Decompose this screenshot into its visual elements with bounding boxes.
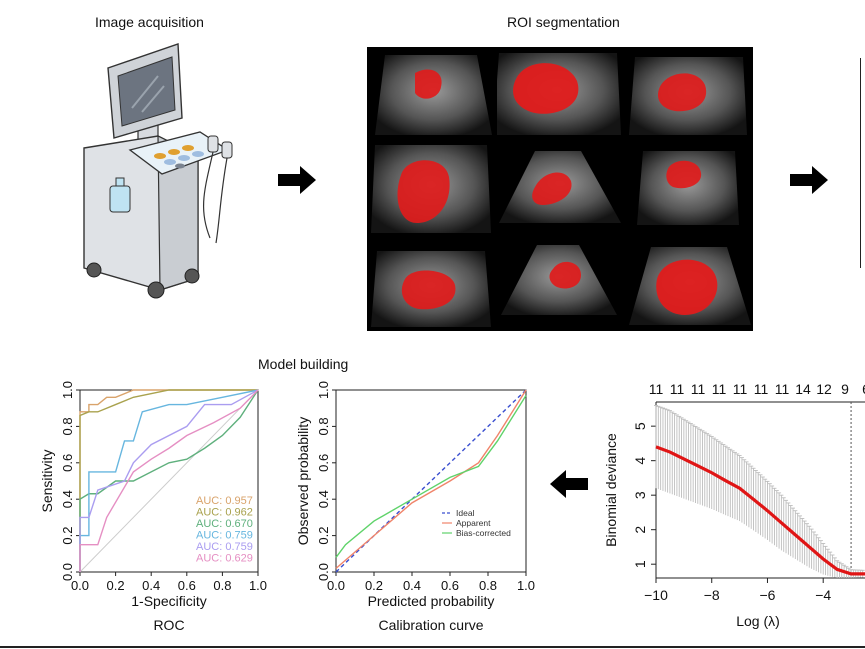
x-tick-label: 0.2 — [365, 578, 383, 593]
ultrasound-machine-icon — [83, 43, 233, 299]
feature-panel-edge — [860, 58, 865, 268]
y-tick-label: 3 — [632, 491, 648, 499]
ultrasound-tile-1 — [375, 55, 492, 135]
y-tick-label: 1.0 — [60, 381, 75, 399]
legend-entry: AUC: 0.759 — [196, 541, 253, 553]
legend-entry: Apparent — [456, 518, 491, 528]
y-tick-label: 0.6 — [60, 454, 75, 472]
ultrasound-tile-7 — [371, 251, 491, 327]
y-axis-label: Binomial deviance — [603, 433, 619, 547]
top-count-label: 6 — [862, 381, 865, 397]
plot-frame — [335, 389, 527, 573]
y-tick-label: 5 — [632, 422, 648, 430]
y-tick-label: 2 — [632, 526, 648, 534]
x-tick-label: 0.4 — [142, 578, 160, 593]
y-tick-label: 0.8 — [316, 417, 331, 435]
top-count-label: 11 — [733, 381, 748, 397]
top-count-label: 11 — [712, 381, 727, 397]
x-tick-label: 0.6 — [178, 578, 196, 593]
acquisition-title: Image acquisition — [95, 14, 204, 30]
y-tick-label: 0.0 — [316, 563, 331, 581]
x-tick-label: 0.2 — [107, 578, 125, 593]
x-tick-label: 0.8 — [213, 578, 231, 593]
y-tick-label: 1 — [632, 560, 648, 568]
arrow-right-icon — [278, 166, 316, 194]
y-axis-label: Sensitivity — [39, 449, 55, 512]
top-count-label: 11 — [649, 381, 664, 397]
series-line — [79, 389, 259, 572]
x-tick-label: −8 — [704, 587, 720, 603]
x-tick-label: 1.0 — [249, 578, 267, 593]
y-tick-label: 0.2 — [60, 527, 75, 545]
ultrasound-tile-9 — [629, 247, 751, 325]
chart-caption: ROC — [153, 617, 184, 633]
x-axis-label: Predicted probability — [368, 593, 495, 609]
diagonal-reference — [79, 389, 259, 573]
y-axis-label: Observed probability — [295, 417, 311, 545]
x-tick-label: 1.0 — [517, 578, 535, 593]
arrow-left-icon — [550, 470, 588, 498]
series-line — [79, 389, 259, 572]
legend-entry: AUC: 0.962 — [196, 507, 253, 519]
x-tick-label: 0.4 — [403, 578, 421, 593]
ultrasound-tile-6 — [637, 151, 739, 225]
x-axis-label: Log (λ) — [736, 613, 780, 629]
top-count-label: 9 — [841, 381, 849, 397]
top-count-label: 12 — [816, 381, 832, 397]
top-count-label: 11 — [670, 381, 685, 397]
y-tick-label: 4 — [632, 457, 648, 465]
ultrasound-tile-2 — [493, 53, 621, 135]
legend-entry: AUC: 0.670 — [196, 518, 253, 530]
calibration-chart: 0.0 0.2 0.4 0.6 0.8 1.0 0.0 0.2 0.4 0.6 0.8 1.0 Pred… — [295, 381, 535, 633]
bottom-rule — [0, 646, 865, 648]
legend-entry: AUC: 0.957 — [196, 495, 253, 507]
ultrasound-tile-3 — [629, 57, 747, 135]
chart-caption: Calibration curve — [378, 617, 483, 633]
ultrasound-tile-4 — [371, 145, 491, 233]
y-tick-label: 0.4 — [60, 490, 75, 508]
y-tick-label: 0.6 — [316, 454, 331, 472]
arrow-right-icon — [790, 166, 828, 194]
top-count-label: 11 — [754, 381, 769, 397]
series-line — [79, 389, 258, 572]
roc-chart: 0.0 0.2 0.4 0.6 0.8 1.0 0.0 0.2 0.4 0.6 0.8 1.0 1-Sp… — [39, 381, 267, 633]
x-tick-label: −10 — [644, 587, 668, 603]
ultrasound-tile-5 — [499, 151, 621, 223]
series-line — [335, 395, 527, 558]
x-tick-label: −4 — [815, 587, 831, 603]
top-count-label: 11 — [775, 381, 790, 397]
x-tick-label: −6 — [759, 587, 775, 603]
y-tick-label: 0.8 — [60, 417, 75, 435]
y-tick-label: 1.0 — [316, 381, 331, 399]
legend-entry: AUC: 0.629 — [196, 553, 253, 565]
x-tick-label: 0.0 — [327, 578, 345, 593]
legend-entry: Ideal — [456, 508, 475, 518]
ultrasound-tile-8 — [501, 245, 617, 315]
model-building-title: Model building — [258, 356, 349, 372]
y-tick-label: 0.2 — [316, 527, 331, 545]
lasso-deviance-chart: −10−8−6−412345111111111111111412964Log (… — [603, 381, 865, 629]
x-tick-label: 0.0 — [71, 578, 89, 593]
x-axis-label: 1-Specificity — [131, 593, 206, 609]
x-tick-label: 0.8 — [479, 578, 497, 593]
segmentation-title: ROI segmentation — [507, 14, 620, 30]
deviance-curve — [655, 445, 865, 576]
legend-entry: AUC: 0.759 — [196, 530, 253, 542]
top-count-label: 14 — [795, 381, 811, 397]
roi-segmentation-grid — [367, 47, 753, 331]
legend-entry: Bias-corrected — [456, 528, 511, 538]
x-tick-label: 0.6 — [441, 578, 459, 593]
series-line — [79, 389, 259, 572]
y-tick-label: 0.0 — [60, 563, 75, 581]
series-line — [335, 389, 527, 569]
top-count-label: 11 — [691, 381, 706, 397]
y-tick-label: 0.4 — [316, 490, 331, 508]
